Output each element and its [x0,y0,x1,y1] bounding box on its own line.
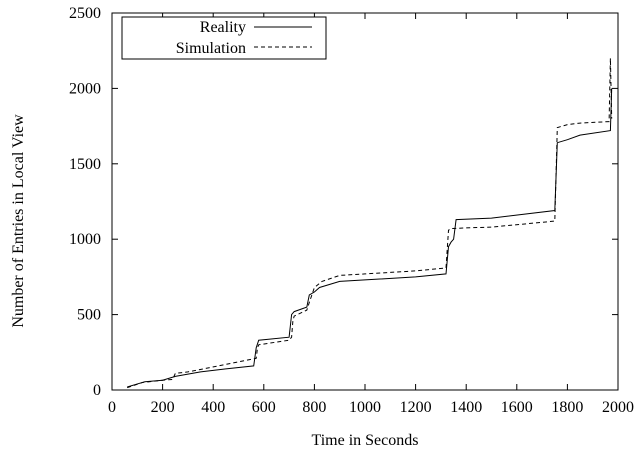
series-line-reality [127,88,613,388]
x-tick-label: 1800 [551,399,583,416]
y-axis-label-group: Number of Entries in Local View [10,114,27,328]
x-tick-label: 200 [151,399,175,416]
ticks: 0 200 400 600 800 1000 1200 1400 1600 1800 2000 0 50… [69,5,634,416]
x-axis-label: Time in Seconds [312,432,419,449]
legend-label-reality: Reality [200,19,246,36]
x-tick-label: 600 [252,399,276,416]
legend-label-simulation: Simulation [176,40,246,57]
plot-frame [111,12,619,391]
y-tick-label: 1500 [69,156,101,173]
y-tick-label: 500 [77,307,101,324]
x-tick-label: 1600 [501,399,533,416]
series-line-simulation [127,58,613,389]
y-tick-label: 1000 [69,231,101,248]
y-tick-label: 2000 [69,80,101,97]
legend: Reality Simulation [121,16,327,60]
legend-box [121,16,327,60]
x-tick-label: 0 [108,399,116,416]
x-tick-label: 400 [201,399,225,416]
x-tick-label: 2000 [602,399,634,416]
x-tick-label: 1200 [400,399,432,416]
y-axis-label: Number of Entries in Local View [10,114,27,328]
x-tick-label: 800 [302,399,326,416]
y-tick-label: 0 [93,382,101,399]
series-layer [127,58,613,389]
x-tick-label: 1000 [349,399,381,416]
x-tick-label: 1400 [450,399,482,416]
y-tick-label: 2500 [69,5,101,22]
